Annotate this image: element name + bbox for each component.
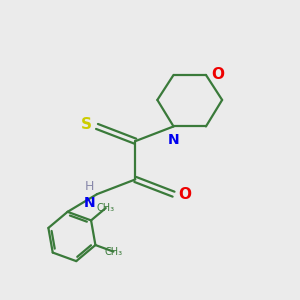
- Text: S: S: [81, 118, 92, 133]
- Text: CH₃: CH₃: [97, 203, 115, 213]
- Text: H: H: [85, 180, 94, 193]
- Text: CH₃: CH₃: [104, 247, 122, 256]
- Text: O: O: [211, 68, 224, 82]
- Text: N: N: [168, 133, 179, 147]
- Text: N: N: [84, 196, 95, 210]
- Text: O: O: [178, 187, 191, 202]
